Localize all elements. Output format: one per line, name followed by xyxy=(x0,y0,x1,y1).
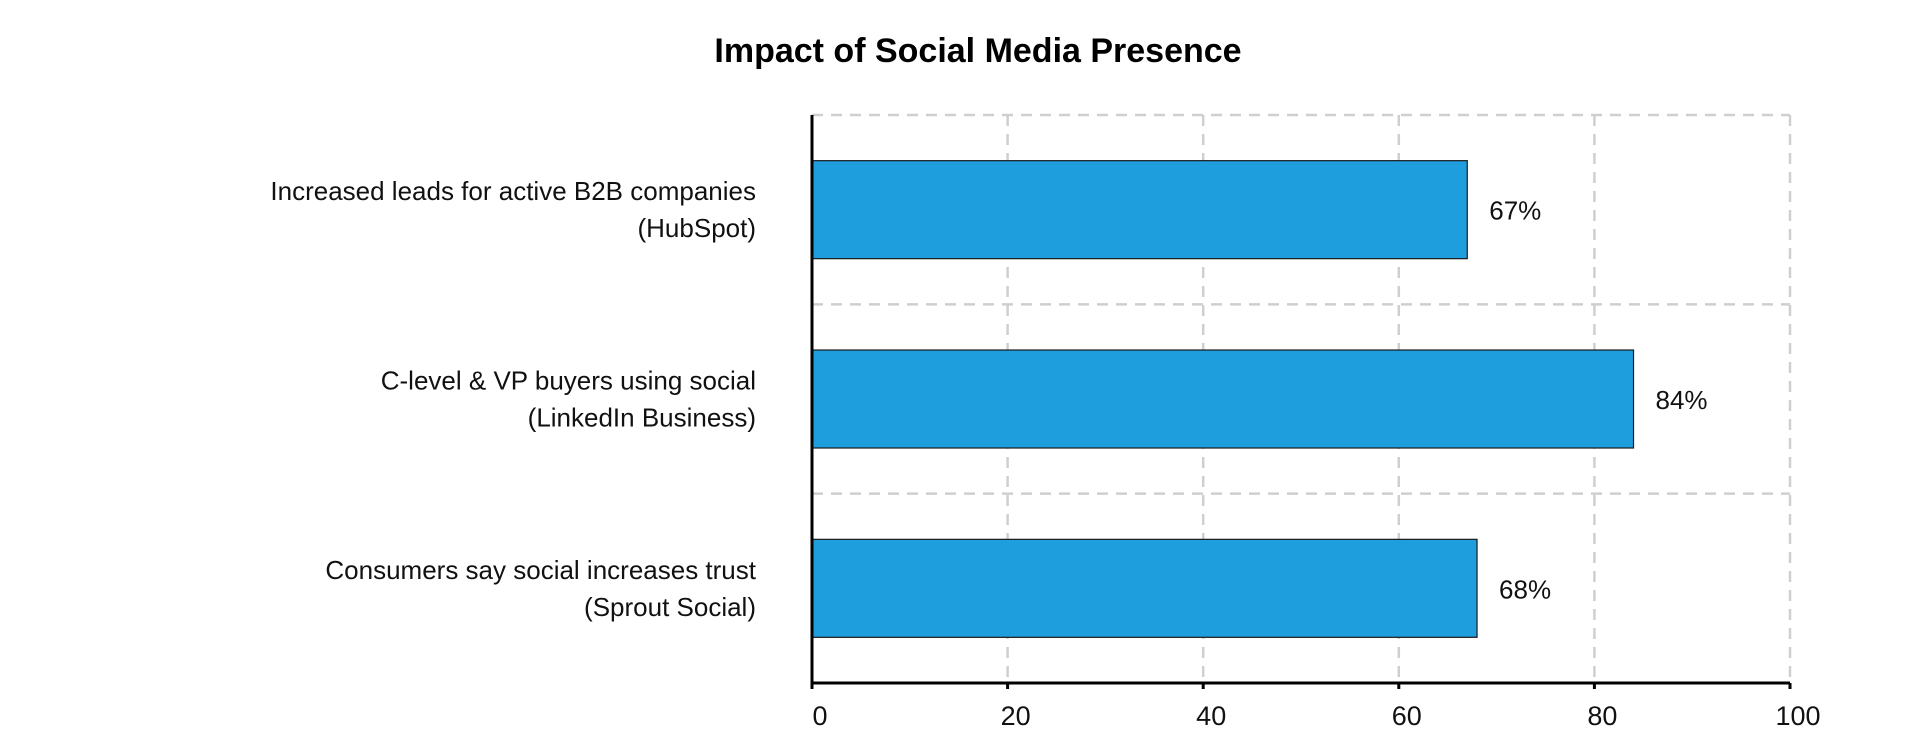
data-label: 68% xyxy=(1499,574,1551,604)
x-tick-label: 100 xyxy=(1775,701,1820,731)
labels: 67% Increased leads for active B2B compan… xyxy=(270,176,1820,731)
x-tick-label: 80 xyxy=(1587,701,1617,731)
category-label: Consumers say social increases trust xyxy=(325,555,756,585)
x-tick-label: 40 xyxy=(1196,701,1226,731)
bar xyxy=(811,538,1478,638)
category-label: (Sprout Social) xyxy=(584,592,756,622)
grid xyxy=(812,113,1792,683)
bar xyxy=(811,349,1635,449)
bars xyxy=(811,160,1635,638)
category-label: (LinkedIn Business) xyxy=(528,403,756,433)
axes xyxy=(810,115,1792,689)
x-tick-label: 60 xyxy=(1392,701,1422,731)
x-tick-label: 20 xyxy=(1001,701,1031,731)
category-label: Increased leads for active B2B companies xyxy=(270,176,756,206)
category-label: (HubSpot) xyxy=(638,213,757,243)
category-label: C-level & VP buyers using social xyxy=(381,366,756,396)
data-label: 84% xyxy=(1656,385,1708,415)
data-label: 67% xyxy=(1489,196,1541,226)
bar xyxy=(811,160,1468,260)
chart-title: Impact of Social Media Presence xyxy=(714,32,1241,70)
x-tick-label: 0 xyxy=(812,701,827,731)
